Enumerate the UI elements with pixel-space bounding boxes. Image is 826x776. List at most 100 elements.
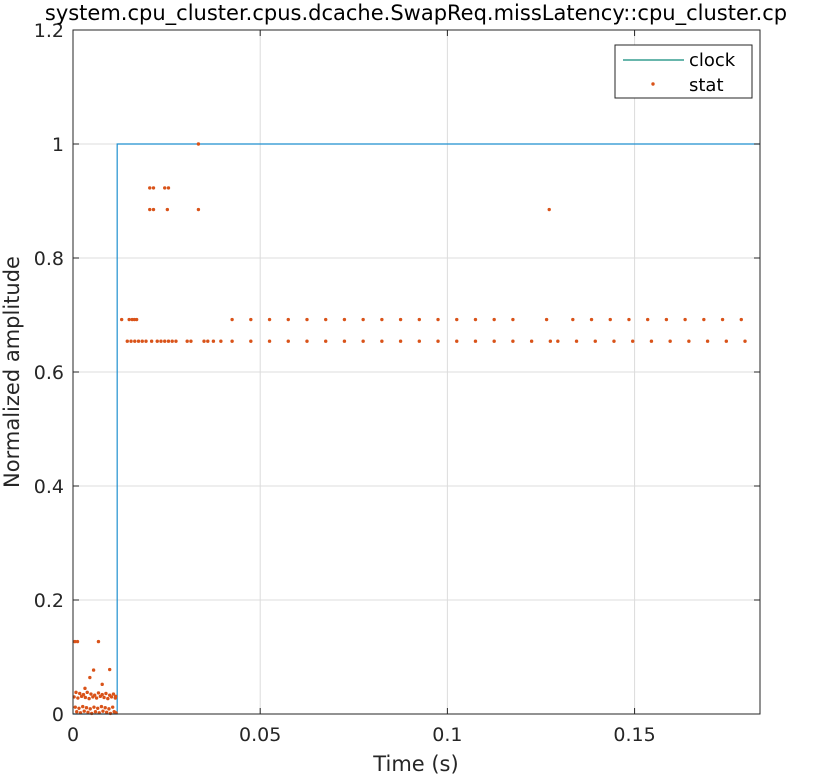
series-stat bbox=[72, 142, 747, 716]
stat-point bbox=[125, 339, 129, 343]
stat-point bbox=[417, 339, 422, 343]
stat-point bbox=[104, 710, 109, 714]
y-tick-label: 0.6 bbox=[34, 362, 64, 384]
stat-point bbox=[151, 207, 156, 212]
stat-point bbox=[571, 317, 575, 322]
stat-point bbox=[129, 339, 133, 343]
stat-point bbox=[683, 317, 687, 322]
stat-point bbox=[86, 710, 90, 714]
x-tick-label: 0.15 bbox=[613, 724, 655, 746]
stat-point bbox=[189, 339, 193, 343]
stat-point bbox=[612, 339, 616, 343]
x-axis-title: Time (s) bbox=[372, 752, 458, 776]
stat-point bbox=[455, 317, 459, 322]
stat-point bbox=[398, 317, 403, 322]
y-tick-label: 0 bbox=[52, 704, 64, 726]
stat-point bbox=[436, 317, 440, 322]
stat-point bbox=[631, 339, 635, 343]
legend-stat-label: stat bbox=[689, 75, 724, 96]
stat-point bbox=[133, 339, 137, 343]
stat-point bbox=[473, 317, 478, 322]
stat-point bbox=[380, 339, 384, 343]
stat-point bbox=[159, 339, 163, 343]
stat-point bbox=[743, 339, 747, 343]
stat-point bbox=[108, 711, 113, 716]
y-tick-label: 1.2 bbox=[34, 20, 64, 42]
y-tick-label: 0.8 bbox=[34, 248, 64, 270]
stat-point bbox=[267, 339, 272, 343]
legend: clock stat bbox=[614, 44, 753, 99]
stat-point bbox=[148, 186, 152, 190]
stat-point bbox=[342, 339, 347, 343]
stat-point bbox=[645, 317, 650, 322]
stat-point bbox=[305, 339, 309, 343]
y-axis-title: Normalized amplitude bbox=[0, 256, 24, 488]
stat-point bbox=[79, 694, 84, 699]
y-tick-labels: 0 0.2 0.4 0.6 0.8 1 1.2 bbox=[34, 20, 64, 726]
stat-point bbox=[436, 339, 440, 343]
stat-point bbox=[148, 207, 152, 212]
stat-point bbox=[96, 639, 101, 644]
stat-point bbox=[398, 339, 403, 343]
stat-point bbox=[89, 692, 93, 696]
stat-point bbox=[668, 339, 672, 343]
stat-point bbox=[324, 339, 328, 343]
stat-point bbox=[90, 711, 94, 716]
stat-point bbox=[111, 692, 116, 696]
stat-point bbox=[649, 339, 654, 343]
stat-point bbox=[511, 317, 515, 322]
stat-point bbox=[163, 186, 167, 190]
stat-point bbox=[163, 339, 167, 343]
stat-point bbox=[140, 339, 144, 343]
stat-point bbox=[84, 706, 89, 710]
stat-point bbox=[702, 317, 706, 322]
stat-point bbox=[107, 667, 112, 672]
stat-point bbox=[196, 142, 201, 146]
y-tick-label: 1 bbox=[52, 134, 64, 156]
stat-point bbox=[75, 710, 79, 714]
stat-point bbox=[305, 317, 309, 322]
stat-point bbox=[267, 317, 272, 322]
stat-point bbox=[91, 668, 96, 672]
stat-point bbox=[249, 339, 253, 343]
x-tick-label: 0.1 bbox=[432, 724, 462, 746]
stat-point bbox=[73, 705, 77, 709]
stat-point bbox=[127, 317, 131, 322]
stat-point bbox=[473, 339, 478, 343]
stat-point bbox=[96, 691, 101, 695]
stat-point bbox=[361, 339, 365, 343]
stat-point bbox=[93, 710, 98, 714]
ticks bbox=[72, 29, 760, 715]
stat-point bbox=[324, 317, 328, 322]
stat-point bbox=[100, 682, 104, 687]
stat-point bbox=[230, 339, 234, 343]
chart-title: system.cpu_cluster.cpus.dcache.SwapReq.m… bbox=[45, 1, 787, 26]
stat-point bbox=[608, 317, 612, 322]
stat-point bbox=[219, 339, 223, 343]
stat-point bbox=[166, 339, 171, 343]
stat-point bbox=[529, 339, 534, 343]
stat-point bbox=[98, 694, 103, 699]
stat-point bbox=[119, 317, 124, 322]
legend-box bbox=[614, 44, 753, 99]
stat-point bbox=[110, 705, 115, 709]
x-tick-label: 0.05 bbox=[239, 724, 281, 746]
stat-point bbox=[170, 339, 174, 343]
stat-point bbox=[548, 339, 553, 343]
stat-point bbox=[511, 339, 515, 343]
stat-point bbox=[81, 704, 85, 709]
stat-point bbox=[74, 690, 78, 695]
stat-point bbox=[151, 186, 156, 190]
stat-point bbox=[113, 696, 118, 700]
stat-point bbox=[202, 339, 206, 343]
stat-point bbox=[574, 339, 579, 343]
stat-point bbox=[211, 339, 216, 343]
stat-point bbox=[739, 317, 743, 322]
stat-point bbox=[155, 339, 159, 343]
stat-point bbox=[249, 317, 253, 322]
stat-point bbox=[724, 339, 729, 343]
stat-point bbox=[166, 186, 171, 190]
stat-point bbox=[107, 707, 111, 711]
stat-point bbox=[664, 317, 669, 322]
stat-point bbox=[83, 686, 87, 691]
